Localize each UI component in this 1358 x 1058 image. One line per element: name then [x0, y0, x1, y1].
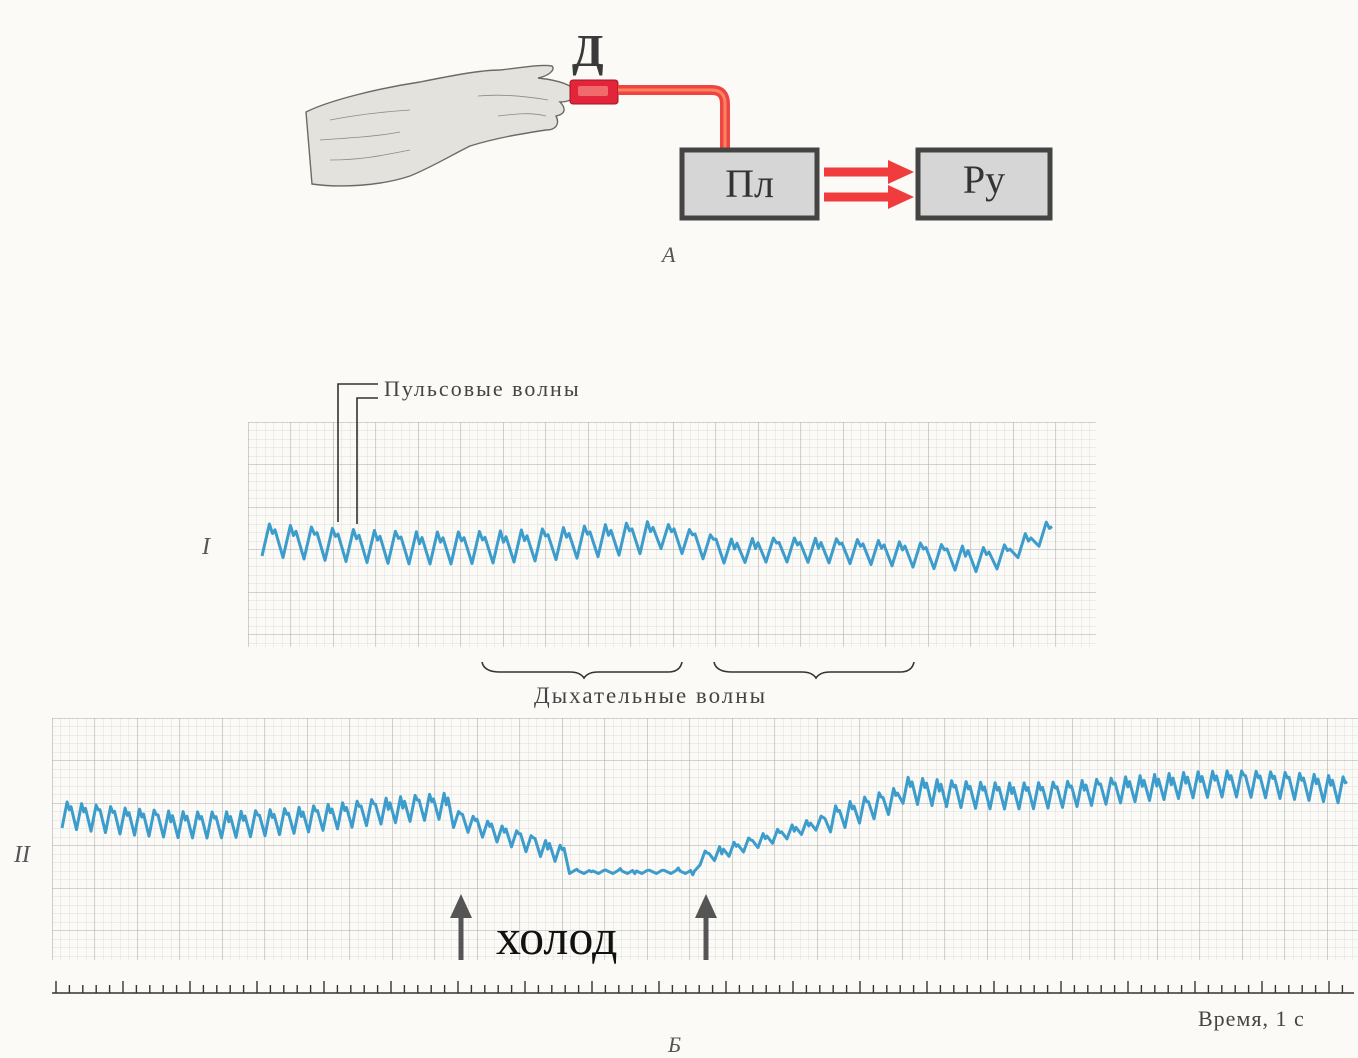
pulse-leader-lines [337, 383, 378, 524]
signal-arrows [824, 160, 914, 209]
caption-a: А [662, 242, 676, 267]
cold-start-arrow [450, 894, 472, 960]
time-scale-label: Время, 1 с [1198, 1006, 1305, 1031]
trace-1-label: I [202, 534, 210, 560]
box-ru-label: Ру [962, 157, 1006, 202]
sensor-label: Д [572, 25, 604, 76]
hand-illustration [305, 64, 577, 187]
time-scale [52, 981, 1354, 994]
box-ru [915, 147, 1053, 221]
box-pl [679, 147, 820, 221]
trace-2-label: II [14, 842, 30, 868]
box-pl-label: Пл [725, 161, 774, 206]
grid-trace-1 [248, 422, 1096, 647]
cold-end-arrow [695, 894, 717, 960]
breath-braces [481, 661, 915, 680]
trace-2-line [60, 769, 1348, 877]
breath-waves-label: Дыхательные волны [534, 683, 768, 708]
cold-stimulus-label: холод [496, 909, 618, 965]
trace-1-line [260, 520, 1053, 574]
pulse-waves-label: Пульсовые волны [384, 376, 581, 401]
sensor-cable [569, 79, 730, 150]
caption-b: Б [668, 1032, 681, 1057]
